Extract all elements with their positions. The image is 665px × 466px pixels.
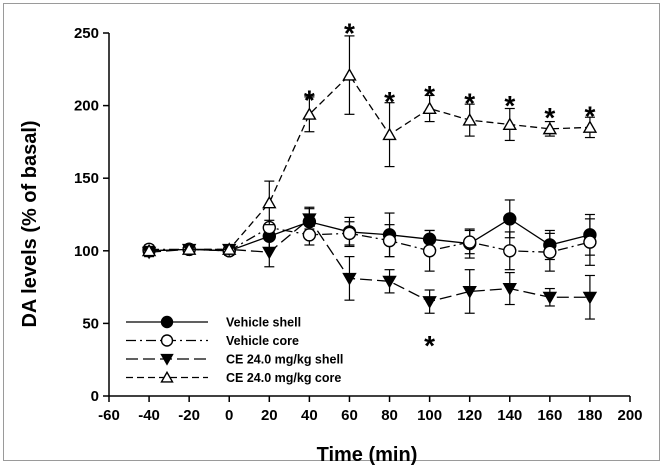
significance-marker: * — [424, 330, 435, 361]
series-3 — [141, 208, 598, 320]
x-tick-label: 40 — [301, 407, 318, 424]
significance-marker: * — [504, 90, 515, 121]
data-point — [422, 296, 437, 309]
legend-entry: Vehicle core — [126, 334, 299, 348]
data-point — [141, 243, 157, 257]
y-tick-label: 0 — [91, 388, 99, 405]
x-tick-label: -20 — [178, 407, 200, 424]
legend-marker — [160, 315, 174, 329]
x-tick-label: -40 — [138, 407, 160, 424]
y-tick-label: 150 — [74, 170, 99, 187]
legend: Vehicle shell Vehicle core CE 24.0 mg/kg s… — [126, 316, 343, 385]
y-axis-label: DA levels (% of basal) — [19, 120, 41, 327]
x-tick-label: 80 — [381, 407, 398, 424]
figure-frame — [3, 3, 660, 461]
series-2 — [142, 218, 597, 272]
x-tick-label: 120 — [457, 407, 482, 424]
data-point — [502, 117, 517, 130]
data-point — [502, 283, 517, 296]
significance-marker: * — [344, 18, 355, 49]
legend-entry: CE 24.0 mg/kg core — [126, 370, 341, 385]
data-point — [422, 101, 437, 115]
data-point — [262, 195, 277, 209]
x-tick-label: 180 — [577, 407, 602, 424]
series-line — [149, 217, 590, 303]
legend-marker — [160, 370, 174, 383]
data-point — [582, 120, 598, 133]
y-tick-label: 250 — [74, 25, 99, 42]
data-point — [543, 245, 557, 259]
data-point — [382, 127, 397, 141]
x-tick-label: 60 — [341, 407, 358, 424]
x-tick-label: 140 — [497, 407, 522, 424]
legend-label: CE 24.0 mg/kg shell — [226, 353, 343, 367]
x-tick-label: 200 — [617, 407, 642, 424]
significance-marker: * — [424, 80, 435, 111]
data-point — [342, 226, 357, 241]
data-point — [582, 291, 598, 305]
data-point — [542, 121, 558, 135]
data-point — [503, 212, 517, 226]
data-point — [462, 235, 477, 249]
axes: 0 50 100 150 200 250 -60 -40 -20 0 20 40 60 80 100 120 1… — [74, 25, 643, 424]
legend-marker — [160, 334, 174, 347]
annotations: * * * * * * * * * — [304, 18, 596, 361]
x-tick-label: 20 — [261, 407, 278, 424]
data-point — [302, 213, 317, 226]
significance-marker: * — [544, 102, 555, 133]
x-tick-label: 100 — [417, 407, 442, 424]
x-tick-label: -60 — [98, 407, 120, 424]
legend-label: Vehicle shell — [226, 316, 301, 330]
series-line — [149, 218, 591, 252]
legend-label: CE 24.0 mg/kg core — [226, 371, 341, 385]
data-point — [462, 285, 477, 299]
significance-marker: * — [464, 87, 475, 118]
data-point — [382, 233, 397, 248]
series-4 — [141, 35, 598, 257]
series-layer — [141, 35, 598, 320]
data-point — [583, 235, 597, 249]
significance-marker: * — [304, 84, 315, 115]
x-tick-label: 0 — [225, 407, 233, 424]
data-point — [342, 67, 357, 81]
significance-marker: * — [584, 100, 595, 131]
legend-entry: CE 24.0 mg/kg shell — [126, 353, 343, 367]
legend-entry: Vehicle shell — [126, 316, 301, 330]
data-point — [262, 246, 277, 260]
data-point — [342, 272, 357, 286]
data-point — [222, 242, 237, 255]
series-line — [149, 226, 591, 253]
data-point — [302, 107, 317, 120]
legend-label: Vehicle core — [226, 334, 299, 348]
data-point — [302, 228, 317, 242]
y-tick-label: 200 — [74, 98, 99, 115]
data-point — [542, 291, 558, 305]
data-point — [422, 244, 437, 258]
legend-marker — [160, 353, 174, 366]
x-axis-label: Time (min) — [317, 444, 418, 466]
data-point — [382, 275, 397, 289]
x-tick-label: 160 — [537, 407, 562, 424]
y-tick-label: 50 — [82, 315, 99, 332]
series-line — [149, 74, 590, 252]
data-point — [462, 113, 477, 126]
data-point — [503, 244, 517, 258]
significance-marker: * — [384, 86, 395, 117]
y-tick-label: 100 — [74, 243, 99, 260]
data-point — [181, 242, 197, 255]
